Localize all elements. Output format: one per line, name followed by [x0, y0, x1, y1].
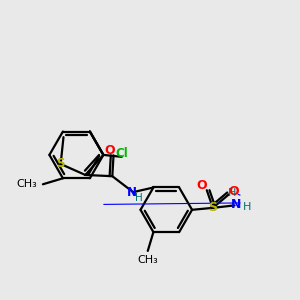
Text: S: S	[56, 158, 65, 170]
Text: S: S	[208, 201, 217, 214]
Text: H: H	[243, 202, 251, 212]
Text: O: O	[104, 144, 115, 158]
Text: O: O	[229, 185, 239, 198]
Text: H: H	[228, 188, 237, 198]
Text: Cl: Cl	[115, 147, 128, 161]
Text: CH₃: CH₃	[137, 255, 158, 265]
Text: N: N	[127, 186, 137, 199]
Text: O: O	[196, 179, 207, 192]
Text: CH₃: CH₃	[16, 179, 37, 189]
Text: H: H	[135, 193, 142, 202]
Text: N: N	[230, 198, 241, 211]
